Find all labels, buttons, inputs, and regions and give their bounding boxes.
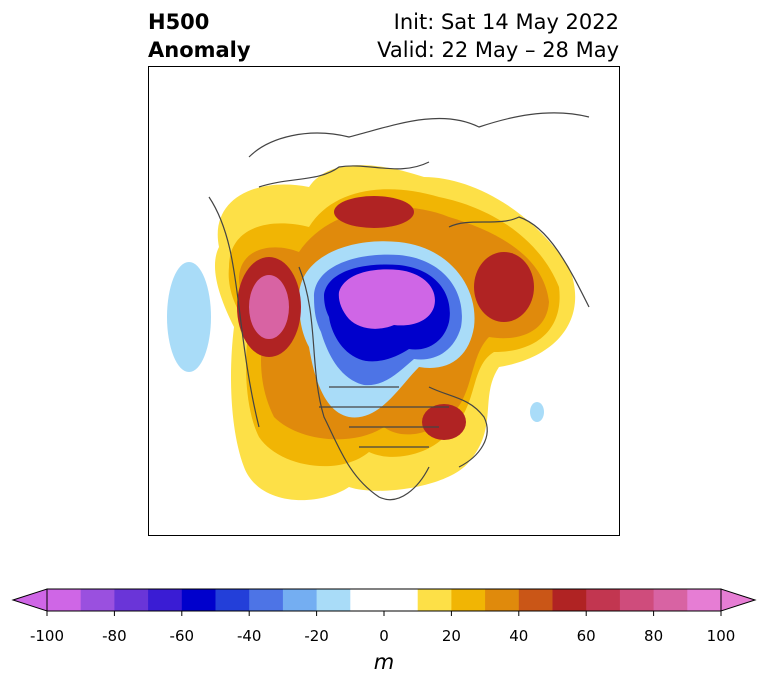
colorbar-unit: m	[373, 650, 395, 674]
anomaly-map	[148, 66, 620, 536]
colorbar-segment	[485, 589, 520, 611]
east-positive-center	[474, 252, 534, 322]
atlantic-positive-center	[422, 404, 466, 440]
title-line-1: H500	[148, 10, 210, 34]
colorbar-segment	[350, 589, 419, 611]
colorbar-tick-label: 100	[706, 627, 736, 645]
atlantic-negative-blob	[530, 402, 544, 422]
colorbar-segment	[80, 589, 115, 611]
colorbar-segment	[181, 589, 216, 611]
colorbar-tick-label: 60	[576, 627, 596, 645]
colorbar-segment	[114, 589, 149, 611]
west-positive-core	[249, 275, 289, 339]
colorbar-segment	[653, 589, 688, 611]
colorbar-segment	[552, 589, 587, 611]
colorbar-segment	[249, 589, 284, 611]
colorbar-segment	[215, 589, 250, 611]
colorbar-tick-label: 40	[509, 627, 529, 645]
pacific-negative-blob	[167, 262, 211, 372]
colorbar-segment	[282, 589, 318, 611]
colorbar-segment	[47, 589, 82, 611]
colorbar-tick-label: -100	[29, 627, 65, 645]
colorbar-tick-label: -80	[102, 627, 127, 645]
title-line-2: Anomaly	[148, 38, 251, 62]
colorbar-over-arrow	[720, 588, 757, 612]
colorbar-tick-label: -40	[236, 627, 262, 645]
colorbar-segment	[619, 589, 655, 611]
colorbar-tick-label: -20	[304, 627, 329, 645]
valid-range: Valid: 22 May – 28 May	[377, 38, 619, 62]
init-date: Init: Sat 14 May 2022	[393, 10, 619, 34]
colorbar-under-arrow	[11, 588, 48, 612]
colorbar-segment	[586, 589, 621, 611]
colorbar-segment	[518, 589, 553, 611]
coastlines	[208, 112, 590, 501]
date-info: Init: Sat 14 May 2022 Valid: 22 May – 28…	[377, 8, 619, 64]
colorbar-tick-label: 0	[379, 627, 389, 645]
north-positive-center	[334, 196, 414, 228]
colorbar-segment	[148, 589, 183, 611]
colorbar-segment	[451, 589, 486, 611]
colorbar	[11, 588, 757, 616]
chart-title: H500 Anomaly	[148, 8, 251, 64]
colorbar-segment	[316, 589, 351, 611]
map-canvas	[167, 112, 590, 501]
colorbar-segment	[687, 589, 722, 611]
colorbar-tick-label: 20	[441, 627, 461, 645]
colorbar-tick-label: -60	[169, 627, 195, 645]
colorbar-segment	[417, 589, 452, 611]
negative-anomaly-core	[338, 269, 435, 329]
colorbar-tick-label: 80	[644, 627, 664, 645]
